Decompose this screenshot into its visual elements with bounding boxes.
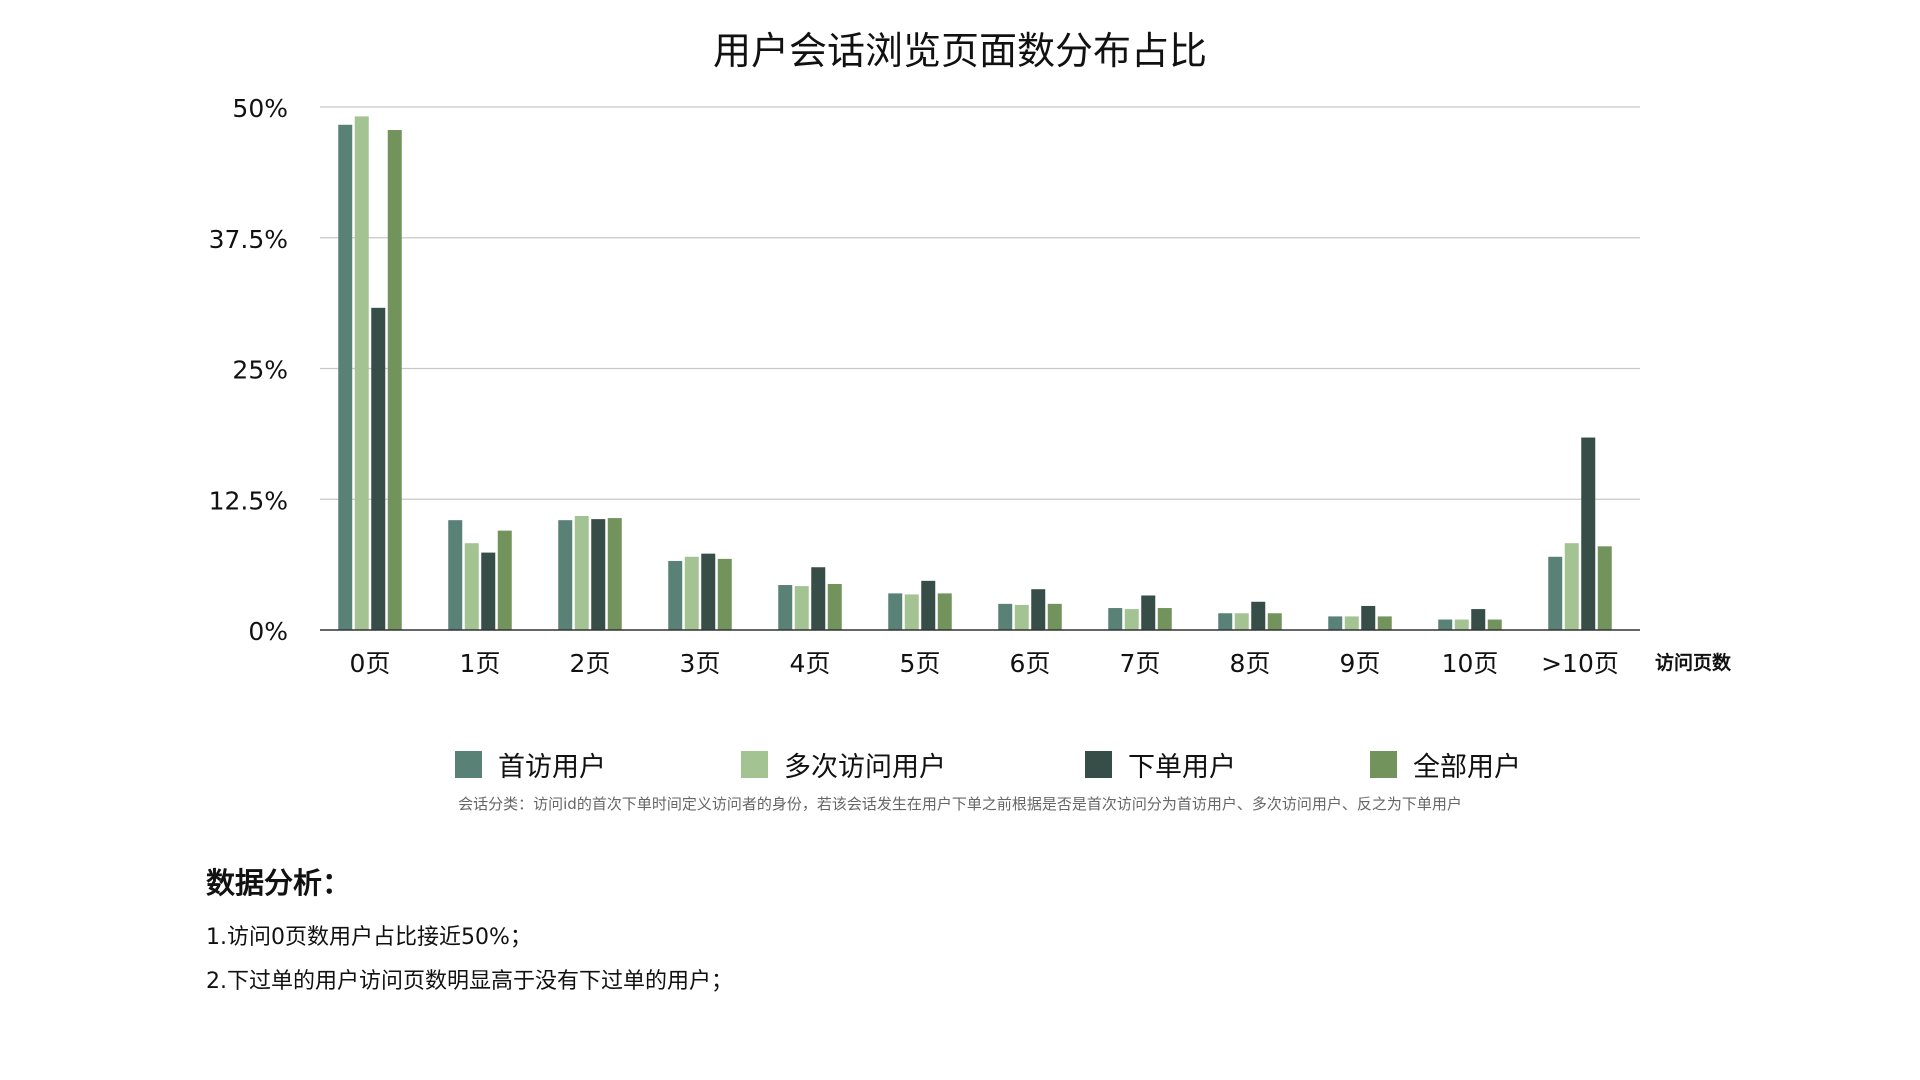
bar — [1471, 609, 1486, 630]
bar — [354, 116, 369, 630]
x-tick-label: 4页 — [790, 649, 831, 678]
bar — [1438, 619, 1453, 630]
analysis-line: 1.访问0页数用户占比接近50%； — [206, 925, 532, 950]
chart-title: 用户会话浏览页面数分布占比 — [712, 29, 1207, 73]
legend-label: 首访用户 — [498, 752, 606, 783]
legend-swatch — [741, 751, 768, 778]
chart-area: 0% 12.5% 25% 37.5% 50% 0页 1页 2页 3页 4页 5页 6页 7页 8页 9页 10… — [209, 94, 1732, 678]
x-tick-label: 0页 — [350, 649, 391, 678]
x-tick-label: 9页 — [1340, 649, 1381, 678]
bar — [1234, 613, 1249, 630]
bar — [717, 558, 732, 630]
bar — [558, 520, 573, 630]
x-tick-label: 5页 — [900, 649, 941, 678]
bar — [998, 603, 1013, 630]
analysis-line: 2.下过单的用户访问页数明显高于没有下过单的用户； — [206, 969, 733, 994]
x-tick-label: 3页 — [680, 649, 721, 678]
bar — [1267, 613, 1282, 630]
bar — [1548, 556, 1563, 630]
bar — [387, 130, 402, 630]
bar — [701, 553, 716, 630]
bar — [904, 594, 919, 630]
bar — [1361, 605, 1376, 630]
bar — [684, 556, 699, 630]
legend-swatch — [455, 751, 482, 778]
bar — [827, 583, 842, 630]
legend-label: 多次访问用户 — [784, 752, 946, 783]
bar — [1014, 604, 1029, 630]
bar — [888, 593, 903, 630]
x-tick-label: 7页 — [1120, 649, 1161, 678]
bar — [1047, 603, 1062, 630]
bar — [1597, 546, 1612, 630]
x-tick-label: 6页 — [1010, 649, 1051, 678]
x-tick-label: 10页 — [1442, 649, 1499, 678]
bar — [668, 560, 683, 630]
y-tick-label: 0% — [248, 617, 288, 646]
bar — [1124, 609, 1139, 630]
bar — [1157, 608, 1172, 630]
bar — [371, 307, 386, 630]
bar — [1031, 589, 1046, 630]
bar — [338, 124, 353, 631]
y-tick-label: 25% — [232, 356, 288, 385]
bar — [921, 580, 936, 630]
analysis-section: 数据分析： 1.访问0页数用户占比接近50%； 2.下过单的用户访问页数明显高于… — [206, 860, 733, 1004]
x-axis-label: 访问页数 — [1655, 651, 1732, 674]
bar — [778, 585, 793, 630]
bar — [497, 530, 512, 630]
legend-swatch — [1085, 751, 1112, 778]
bar — [464, 543, 479, 630]
x-tick-label: 8页 — [1230, 649, 1271, 678]
bar — [1344, 616, 1359, 630]
analysis-title: 数据分析： — [206, 866, 352, 900]
bar — [1328, 616, 1343, 630]
y-tick-label: 50% — [232, 94, 288, 123]
legend-label: 下单用户 — [1128, 752, 1236, 783]
legend-item-repeat-visit: 多次访问用户 — [741, 745, 946, 784]
bar — [1581, 437, 1596, 630]
legend-item-first-visit: 首访用户 — [455, 745, 606, 784]
legend: 首访用户 多次访问用户 下单用户 全部用户 — [455, 745, 1555, 785]
footnote: 会话分类：访问id的首次下单时间定义访问者的身份，若该会话发生在用户下单之前根据… — [458, 795, 1462, 813]
legend-swatch — [1370, 751, 1397, 778]
legend-label: 全部用户 — [1413, 752, 1521, 783]
y-tick-label: 37.5% — [209, 225, 288, 254]
bar — [1454, 619, 1469, 630]
legend-item-all-users: 全部用户 — [1370, 745, 1521, 784]
bar — [448, 520, 463, 630]
x-tick-label: >10页 — [1541, 649, 1619, 678]
x-tick-label: 1页 — [460, 649, 501, 678]
bar — [1487, 619, 1502, 630]
bar — [1141, 595, 1156, 630]
bar — [1377, 616, 1392, 630]
bar — [1218, 613, 1233, 630]
bar — [937, 593, 952, 630]
bar — [607, 518, 622, 630]
y-tick-label: 12.5% — [209, 486, 288, 515]
bar — [1251, 601, 1266, 630]
bar — [481, 552, 496, 630]
legend-item-ordered: 下单用户 — [1085, 745, 1236, 784]
bar — [591, 519, 606, 630]
x-tick-label: 2页 — [570, 649, 611, 678]
bar — [794, 586, 809, 630]
bar — [811, 567, 826, 630]
bar — [1108, 608, 1123, 630]
bar — [574, 515, 589, 630]
bar — [1564, 543, 1579, 630]
